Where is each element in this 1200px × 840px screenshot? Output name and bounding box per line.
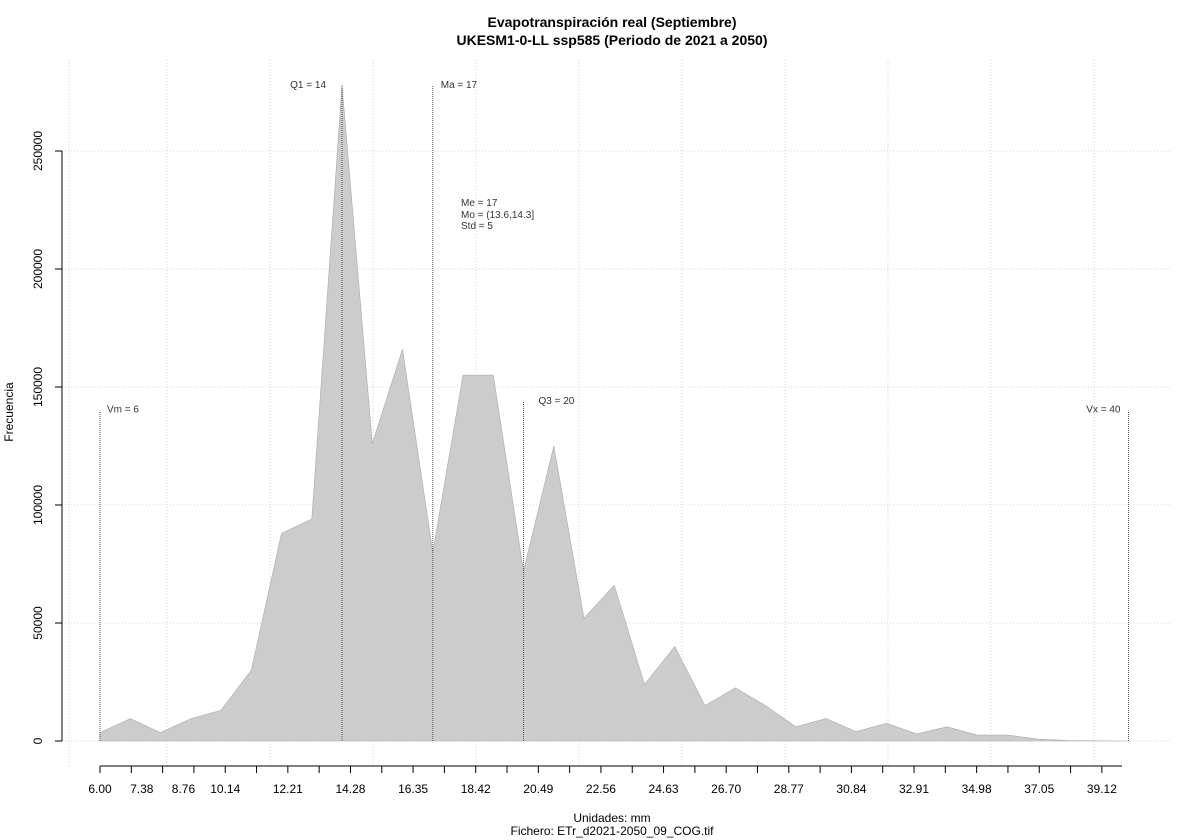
marker-label: Vx = 40 bbox=[1086, 405, 1121, 416]
marker-label: Ma = 17 bbox=[441, 80, 478, 91]
x-tick-label: 12.21 bbox=[273, 782, 303, 796]
x-tick-label: 30.84 bbox=[836, 782, 866, 796]
x-tick-label: 28.77 bbox=[774, 782, 804, 796]
file-footer: Fichero: ETr_d2021-2050_09_COG.tif bbox=[511, 824, 715, 838]
chart-subtitle: UKESM1-0-LL ssp585 (Periodo de 2021 a 20… bbox=[457, 32, 768, 48]
x-tick-label: 26.70 bbox=[711, 782, 741, 796]
marker-label: Q3 = 20 bbox=[539, 396, 575, 407]
x-tick-label: 14.28 bbox=[335, 782, 365, 796]
y-tick-label: 0 bbox=[31, 737, 45, 744]
stat-median: Me = 17 bbox=[461, 198, 498, 209]
stats-annotation: Me = 17 Mo = (13.6,14.3] Std = 5 bbox=[461, 198, 534, 232]
x-tick-label: 7.38 bbox=[130, 782, 154, 796]
stat-mode: Mo = (13.6,14.3] bbox=[461, 210, 534, 221]
x-tick-label: 32.91 bbox=[899, 782, 929, 796]
marker-label: Vm = 6 bbox=[107, 405, 139, 416]
x-tick-label: 37.05 bbox=[1024, 782, 1054, 796]
marker-lines: Vm = 6 Q1 = 14 Ma = 17 Q3 = 20 Vx = 40 bbox=[99, 80, 1129, 741]
marker-label: Q1 = 14 bbox=[290, 80, 326, 91]
x-tick-label: 8.76 bbox=[172, 782, 196, 796]
y-tick-label: 50000 bbox=[31, 606, 45, 640]
x-tick-label: 39.12 bbox=[1087, 782, 1117, 796]
y-tick-label: 200000 bbox=[31, 249, 45, 289]
x-tick-label: 16.35 bbox=[398, 782, 428, 796]
axes: 0 50000 100000 150000 200000 250000 6.00 7.38 8.… bbox=[31, 131, 1122, 796]
x-tick-label: 10.14 bbox=[210, 782, 240, 796]
x-tick-label: 20.49 bbox=[523, 782, 553, 796]
y-tick-label: 250000 bbox=[31, 131, 45, 171]
x-tick-label: 6.00 bbox=[88, 782, 112, 796]
x-tick-label: 22.56 bbox=[586, 782, 616, 796]
y-tick-label: 100000 bbox=[31, 485, 45, 525]
chart-title: Evapotranspiración real (Septiembre) bbox=[488, 14, 737, 30]
frequency-area bbox=[99, 84, 1129, 742]
y-axis-label: Frecuencia bbox=[2, 382, 16, 442]
x-tick-label: 34.98 bbox=[962, 782, 992, 796]
x-tick-label: 18.42 bbox=[461, 782, 491, 796]
stat-std: Std = 5 bbox=[461, 221, 493, 232]
x-tick-label: 24.63 bbox=[649, 782, 679, 796]
x-axis-label: Unidades: mm bbox=[573, 811, 650, 825]
y-tick-label: 150000 bbox=[31, 367, 45, 407]
